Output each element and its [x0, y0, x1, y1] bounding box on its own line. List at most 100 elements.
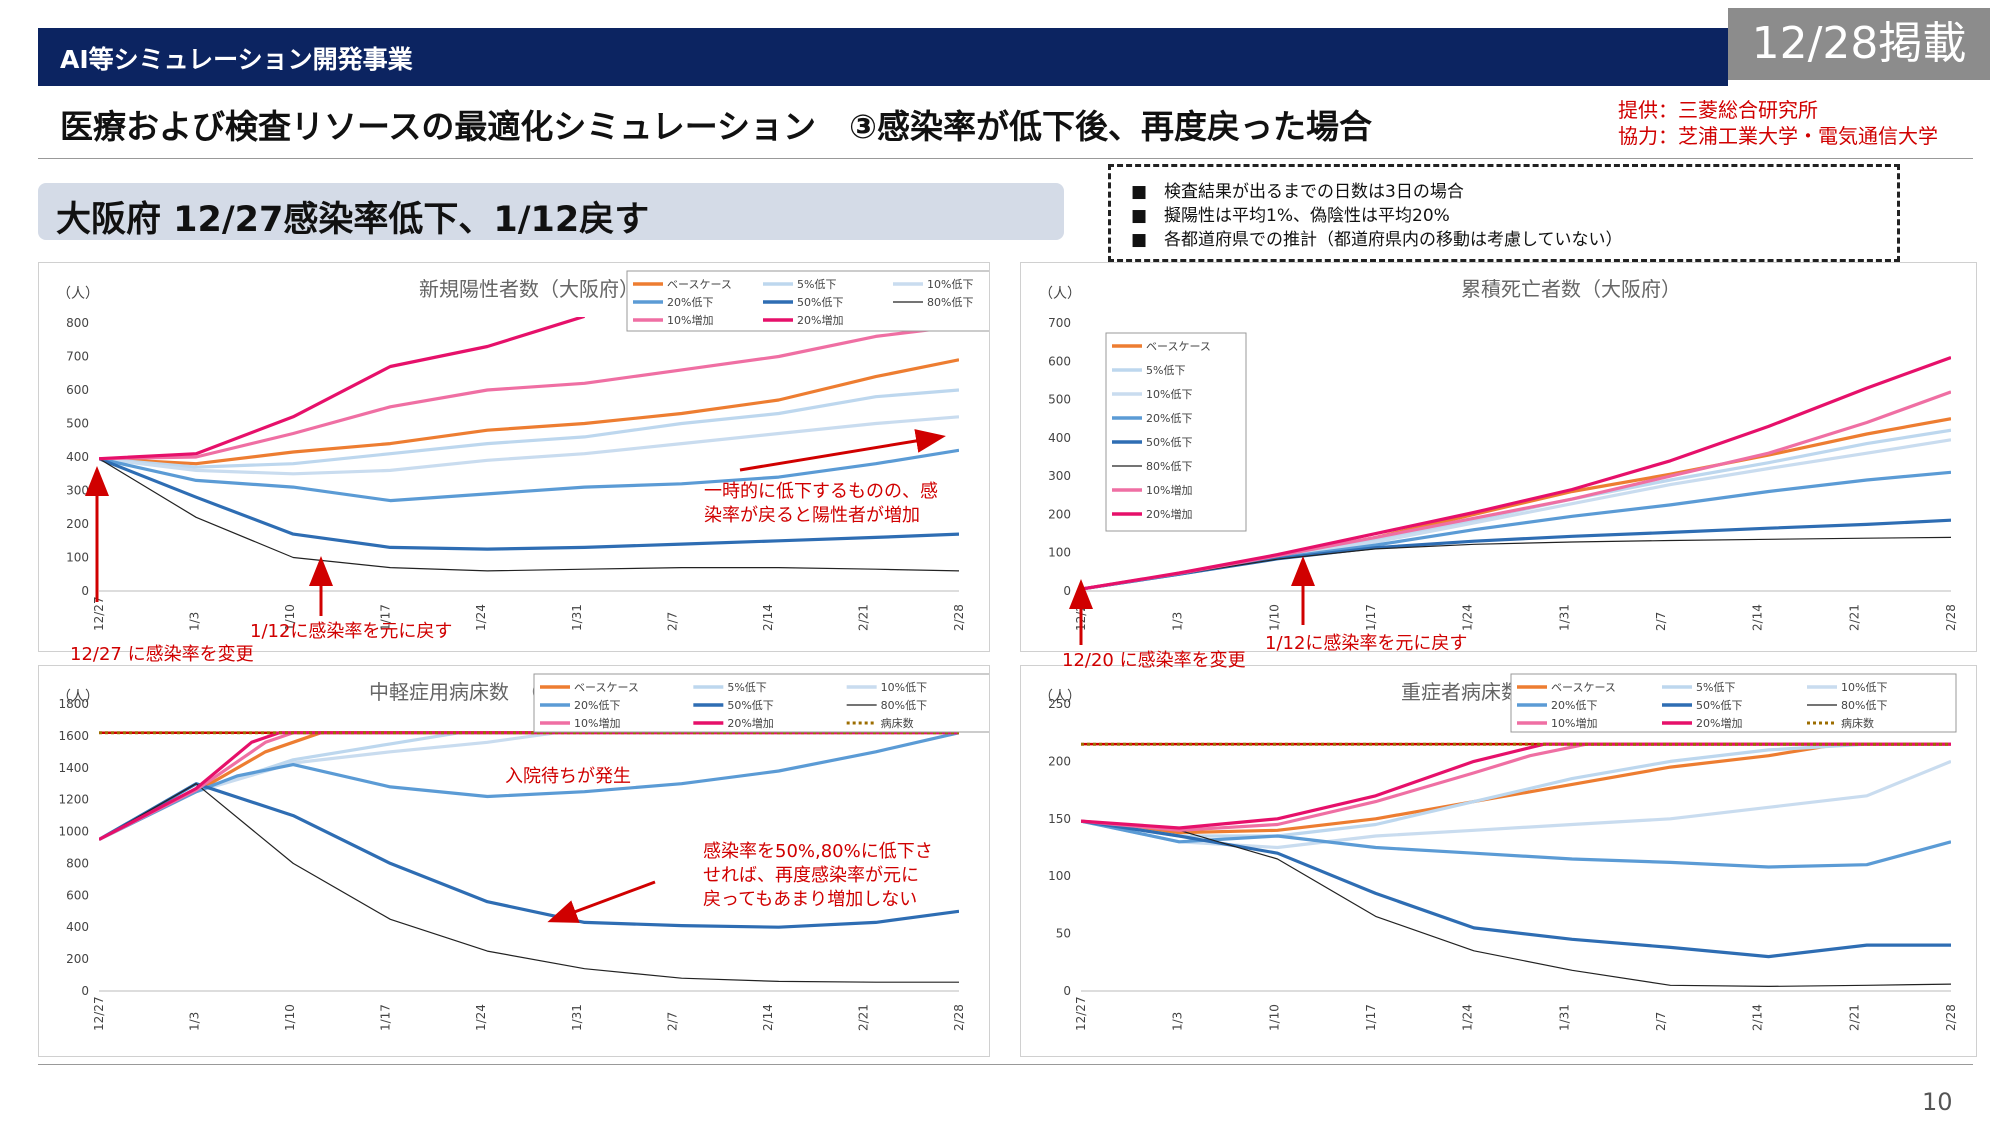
- y-tick-label: 1200: [58, 793, 89, 807]
- legend-label: 50%低下: [727, 699, 773, 712]
- y-tick-label: 200: [1048, 507, 1071, 521]
- y-tick-label: 800: [66, 316, 89, 330]
- x-tick-label: 1/31: [570, 1004, 584, 1031]
- series-line: [99, 731, 959, 841]
- series-line: [1081, 742, 1951, 832]
- y-axis-unit: （人）: [57, 689, 99, 705]
- x-tick: 1/24: [474, 604, 488, 631]
- region-label-text: 大阪府 12/27感染率低下、1/12戻す: [56, 200, 650, 240]
- x-tick: 2/28: [1944, 604, 1958, 631]
- chart-title: 累積死亡者数（大阪府）: [1461, 277, 1681, 301]
- callout-low-increase-line3: 戻ってもあまり増加しない: [703, 889, 918, 910]
- legend-label: 20%低下: [574, 699, 620, 712]
- series-line: [99, 457, 959, 551]
- series-line: [1081, 742, 1951, 838]
- x-tick-label: 2/21: [856, 604, 870, 631]
- x-tick: 1/17: [379, 1004, 393, 1031]
- callout-restore-1-12-right: 1/12に感染率を元に戻す: [1265, 633, 1468, 654]
- legend-label: 20%低下: [667, 296, 713, 309]
- callout-temporary-drop: 一時的に低下するものの、感 染率が戻ると陽性者が増加: [704, 480, 938, 528]
- x-tick-label: 2/14: [1751, 604, 1765, 631]
- x-tick-label: 2/14: [761, 604, 775, 631]
- x-tick: 1/3: [1171, 1012, 1185, 1031]
- y-axis-unit: （人）: [57, 286, 99, 302]
- legend-label: ベースケース: [1551, 681, 1616, 694]
- callout-waiting-for-beds: 入院待ちが発生: [505, 766, 631, 787]
- x-tick-label: 1/10: [283, 604, 297, 631]
- x-tick: 1/3: [1171, 612, 1185, 631]
- series-line: [1081, 820, 1951, 987]
- legend-label: 80%低下: [881, 699, 927, 712]
- y-tick-label: 700: [66, 350, 89, 364]
- y-tick-label: 600: [66, 888, 89, 902]
- legend-label: 10%増加: [1551, 717, 1597, 730]
- x-tick-label: 1/31: [570, 604, 584, 631]
- x-tick-label: 1/24: [474, 1004, 488, 1031]
- legend-label: 20%増加: [727, 717, 773, 730]
- x-tick: 2/28: [952, 1004, 966, 1031]
- y-tick-label: 1000: [58, 825, 89, 839]
- x-tick-label: 1/3: [188, 1012, 202, 1031]
- x-tick-label: 1/24: [474, 604, 488, 631]
- legend-label: 10%低下: [881, 681, 927, 694]
- chart-panel-cumulative-deaths: 累積死亡者数（大阪府） （人） 0 100 200 300 400 500 600 700 12/2…: [1020, 262, 1977, 652]
- y-tick-label: 400: [66, 450, 89, 464]
- x-tick-label: 2/14: [1751, 1004, 1765, 1031]
- x-tick: 2/7: [665, 612, 679, 631]
- y-tick-label: 0: [1063, 584, 1071, 598]
- note-1: ■ 検査結果が出るまでの日数は3日の場合: [1131, 182, 1464, 202]
- x-tick-label: 2/21: [1847, 604, 1861, 631]
- legend-box: [626, 270, 989, 332]
- y-tick-label: 500: [1048, 393, 1071, 407]
- x-tick-label: 2/28: [1944, 1004, 1958, 1031]
- x-tick: 2/14: [1751, 1004, 1765, 1031]
- series-line: [99, 317, 585, 461]
- legend-label: 10%増加: [667, 314, 713, 327]
- legend-label: 10%低下: [1841, 681, 1887, 694]
- x-tick: 2/28: [952, 604, 966, 631]
- x-tick-label: 1/17: [1364, 1004, 1378, 1031]
- x-tick-label: 1/10: [283, 1004, 297, 1031]
- note-3: ■ 各都道府県での推計（都道府県内の移動は考慮していない）: [1131, 230, 1623, 250]
- legend-label: 50%低下: [1696, 699, 1742, 712]
- header-bar: AI等シミュレーション開発事業: [38, 28, 1728, 86]
- legend-label: ベースケース: [574, 681, 639, 694]
- callout-low-increase: 感染率を50%,80%に低下さ せれば、再度感染率が元に 戻ってもあまり増加しな…: [703, 840, 933, 912]
- legend-label: 10%増加: [574, 717, 620, 730]
- legend-label: 80%低下: [927, 296, 973, 309]
- x-tick-label: 2/14: [761, 1004, 775, 1031]
- legend-box: [1105, 332, 1247, 532]
- x-tick-label: 2/7: [665, 612, 679, 631]
- x-tick: 12/27: [92, 596, 106, 631]
- chart-mild-beds: 中軽症用病床数 （大阪府）（人）020040060080010001200140…: [57, 673, 989, 1031]
- x-tick-label: 1/10: [1267, 604, 1281, 631]
- x-tick-label: 1/24: [1461, 604, 1475, 631]
- series-line: [1081, 355, 1951, 591]
- chart-new-cases: 新規陽性者数（大阪府） （人） 0 100 200 300 400 500 600 700 800 1…: [57, 270, 989, 631]
- x-tick-label: 1/10: [1267, 1004, 1281, 1031]
- x-tick: 12/27: [92, 996, 106, 1031]
- y-tick-label: 100: [1048, 546, 1071, 560]
- x-tick-label: 12/27: [92, 596, 106, 631]
- x-tick: 1/17: [379, 604, 393, 631]
- x-tick: 1/17: [1364, 604, 1378, 631]
- legend-label: 80%低下: [1146, 460, 1192, 473]
- bottom-divider: [38, 1064, 1973, 1065]
- x-tick: 1/31: [1557, 1004, 1571, 1031]
- x-tick: 1/31: [1557, 604, 1571, 631]
- y-tick-label: 300: [1048, 469, 1071, 483]
- x-tick: 2/21: [856, 604, 870, 631]
- credit-cooperation: 協力：芝浦工業大学・電気通信大学: [1618, 124, 1938, 148]
- y-tick-label: 400: [1048, 431, 1071, 445]
- legend-label: 20%増加: [1146, 508, 1192, 521]
- chart-severe-beds: 重症者病床数（大阪府）（人）05010015020025012/271/31/1…: [1039, 673, 1958, 1031]
- series-line: [99, 324, 959, 461]
- callout-change-12-27: 12/27 に感染率を変更: [70, 644, 254, 665]
- series-line: [99, 388, 959, 469]
- y-tick-label: 100: [1048, 869, 1071, 883]
- legend-label: 50%低下: [797, 296, 843, 309]
- notes-box: ■ 検査結果が出るまでの日数は3日の場合 ■ 擬陽性は平均1%、偽陰性は平均20…: [1108, 164, 1900, 262]
- region-label: 大阪府 12/27感染率低下、1/12戻す: [38, 183, 1064, 240]
- x-tick-label: 1/24: [1461, 1004, 1475, 1031]
- callout-low-increase-line2: せれば、再度感染率が元に: [703, 865, 919, 886]
